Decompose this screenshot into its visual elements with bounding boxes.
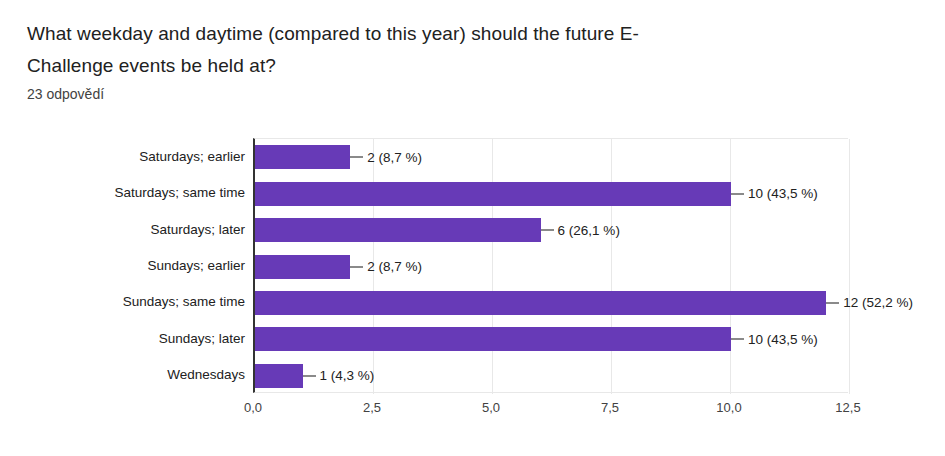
value-label: 1 (4,3 %) <box>320 368 375 383</box>
x-tick-label: 12,5 <box>835 400 860 415</box>
value-label: 2 (8,7 %) <box>367 259 422 274</box>
x-tick-label: 5,0 <box>482 400 500 415</box>
gridline <box>849 139 850 394</box>
question-title-line1: What weekday and daytime (compared to th… <box>27 18 639 50</box>
bar-annotation: 2 (8,7 %) <box>350 255 422 279</box>
horizontal-bar-chart: Saturdays; earlierSaturdays; same timeSa… <box>0 138 945 428</box>
bar <box>255 291 826 315</box>
bar-annotation: 2 (8,7 %) <box>350 145 422 169</box>
category-label: Sundays; later <box>0 320 245 356</box>
question-title: What weekday and daytime (compared to th… <box>27 18 639 82</box>
question-title-line2: Challenge events be held at? <box>27 50 639 82</box>
category-label: Saturdays; same time <box>0 174 245 210</box>
value-callout-line <box>731 338 744 340</box>
plot-area: 2 (8,7 %) 10 (43,5 %) 6 (26,1 %) 2 (8,7 %) 1… <box>253 138 848 393</box>
x-tick-label: 2,5 <box>363 400 381 415</box>
bar <box>255 218 541 242</box>
bar <box>255 255 350 279</box>
bar-annotation: 10 (43,5 %) <box>731 182 818 206</box>
category-label: Wednesdays <box>0 357 245 393</box>
value-label: 10 (43,5 %) <box>748 332 818 347</box>
value-label: 12 (52,2 %) <box>843 295 913 310</box>
bar-annotation: 6 (26,1 %) <box>541 218 620 242</box>
bar <box>255 364 303 388</box>
value-callout-line <box>350 156 363 158</box>
category-label: Sundays; earlier <box>0 247 245 283</box>
gridline <box>492 139 493 394</box>
value-callout-line <box>350 266 363 268</box>
value-callout-line <box>541 229 554 231</box>
category-axis: Saturdays; earlierSaturdays; same timeSa… <box>0 138 245 393</box>
gridline <box>611 139 612 394</box>
category-label: Saturdays; earlier <box>0 138 245 174</box>
category-label: Sundays; same time <box>0 284 245 320</box>
x-axis: 0,02,55,07,510,012,5 <box>253 400 848 420</box>
value-callout-line <box>731 193 744 195</box>
bar <box>255 145 350 169</box>
category-label: Saturdays; later <box>0 211 245 247</box>
value-callout-line <box>826 302 839 304</box>
bar <box>255 327 731 351</box>
gridline <box>730 139 731 394</box>
x-tick-label: 7,5 <box>601 400 619 415</box>
bar-annotation: 1 (4,3 %) <box>303 364 375 388</box>
x-tick-label: 10,0 <box>716 400 741 415</box>
bar-annotation: 12 (52,2 %) <box>826 291 913 315</box>
bar <box>255 182 731 206</box>
value-callout-line <box>303 375 316 377</box>
value-label: 10 (43,5 %) <box>748 186 818 201</box>
value-label: 6 (26,1 %) <box>558 223 620 238</box>
form-response-card: What weekday and daytime (compared to th… <box>0 0 945 456</box>
x-tick-label: 0,0 <box>244 400 262 415</box>
bar-annotation: 10 (43,5 %) <box>731 327 818 351</box>
responses-count: 23 odpovědí <box>27 86 104 102</box>
value-label: 2 (8,7 %) <box>367 150 422 165</box>
